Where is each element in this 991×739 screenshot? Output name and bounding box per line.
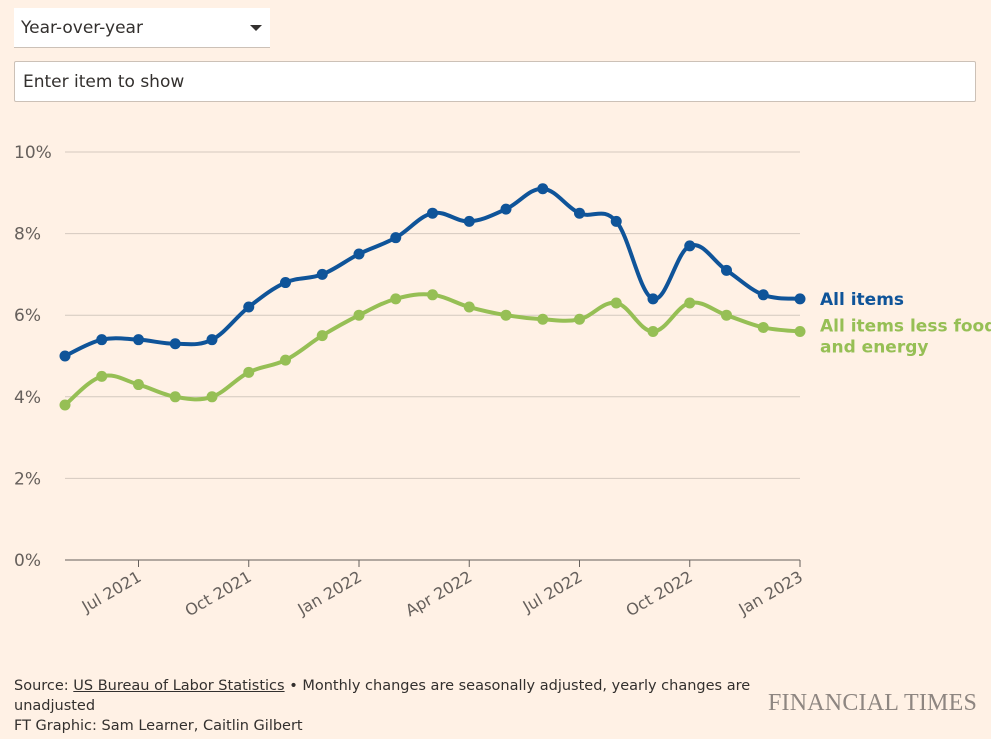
data-point <box>537 183 549 195</box>
data-point <box>463 301 475 313</box>
data-point <box>684 240 696 252</box>
x-tick-label: Jan 2023 <box>735 567 806 619</box>
y-tick-label: 4% <box>14 388 41 408</box>
x-tick-label: Oct 2022 <box>623 567 696 620</box>
x-tick-label: Jan 2022 <box>294 567 365 619</box>
data-point <box>59 350 71 362</box>
data-point <box>243 301 255 313</box>
series-label: All items less food <box>820 317 991 337</box>
line-chart: 0% 2% 4% 6% 8% 10% Jul 2021 Oct 2021 Jan 2022 Apr… <box>14 143 991 620</box>
data-point <box>390 232 402 244</box>
data-point <box>243 366 255 378</box>
data-point <box>427 207 438 219</box>
data-point <box>316 268 328 280</box>
data-point <box>721 309 732 321</box>
data-point <box>647 293 659 305</box>
series-label: All items <box>820 290 904 310</box>
data-point <box>610 297 622 309</box>
data-point <box>169 338 181 350</box>
data-point <box>280 277 291 289</box>
source-prefix: Source: <box>14 678 74 694</box>
data-point <box>684 297 696 309</box>
item-search-input[interactable] <box>14 61 976 102</box>
data-point <box>96 334 108 346</box>
data-point <box>280 354 291 366</box>
x-tick-label: Jul 2022 <box>519 567 586 617</box>
y-tick-label: 10% <box>14 143 52 163</box>
y-tick-label: 0% <box>14 551 41 571</box>
data-point <box>500 309 512 321</box>
series-line <box>63 292 801 407</box>
data-point <box>133 334 144 346</box>
x-tick-label: Apr 2022 <box>402 567 475 620</box>
data-point <box>757 289 769 301</box>
data-point <box>353 248 365 260</box>
data-point <box>316 330 328 342</box>
chevron-down-icon <box>250 25 262 31</box>
footer: Source: US Bureau of Labor Statistics • … <box>14 676 774 736</box>
mode-select[interactable]: Year-over-year <box>14 8 270 48</box>
data-point <box>133 379 144 391</box>
mode-select-value: Year-over-year <box>21 18 143 38</box>
y-tick-label: 2% <box>14 469 41 489</box>
data-point <box>169 391 181 403</box>
data-point <box>500 203 512 215</box>
data-point <box>610 215 622 227</box>
data-point <box>390 293 402 305</box>
data-point <box>757 321 769 333</box>
data-point <box>59 399 71 411</box>
data-point <box>206 334 218 346</box>
series-label: and energy <box>820 338 928 358</box>
data-point <box>794 293 806 305</box>
data-point <box>574 207 585 219</box>
data-point <box>574 313 585 325</box>
data-point <box>794 326 806 338</box>
ft-logo: FINANCIAL TIMES <box>767 690 977 716</box>
data-point <box>463 215 475 227</box>
x-tick-label: Jul 2021 <box>78 567 145 617</box>
y-tick-label: 8% <box>14 225 41 245</box>
data-point <box>353 309 365 321</box>
data-point <box>537 313 549 325</box>
data-point <box>427 289 438 301</box>
source-link[interactable]: US Bureau of Labor Statistics <box>73 678 285 694</box>
data-point <box>647 326 659 338</box>
data-point <box>96 370 108 382</box>
data-point <box>721 264 732 276</box>
x-tick-label: Oct 2021 <box>182 567 255 620</box>
source-note: • Monthly changes are seasonally adjuste… <box>14 678 751 714</box>
credit: FT Graphic: Sam Learner, Caitlin Gilbert <box>14 718 303 734</box>
y-tick-label: 6% <box>14 306 41 326</box>
data-point <box>206 391 218 403</box>
